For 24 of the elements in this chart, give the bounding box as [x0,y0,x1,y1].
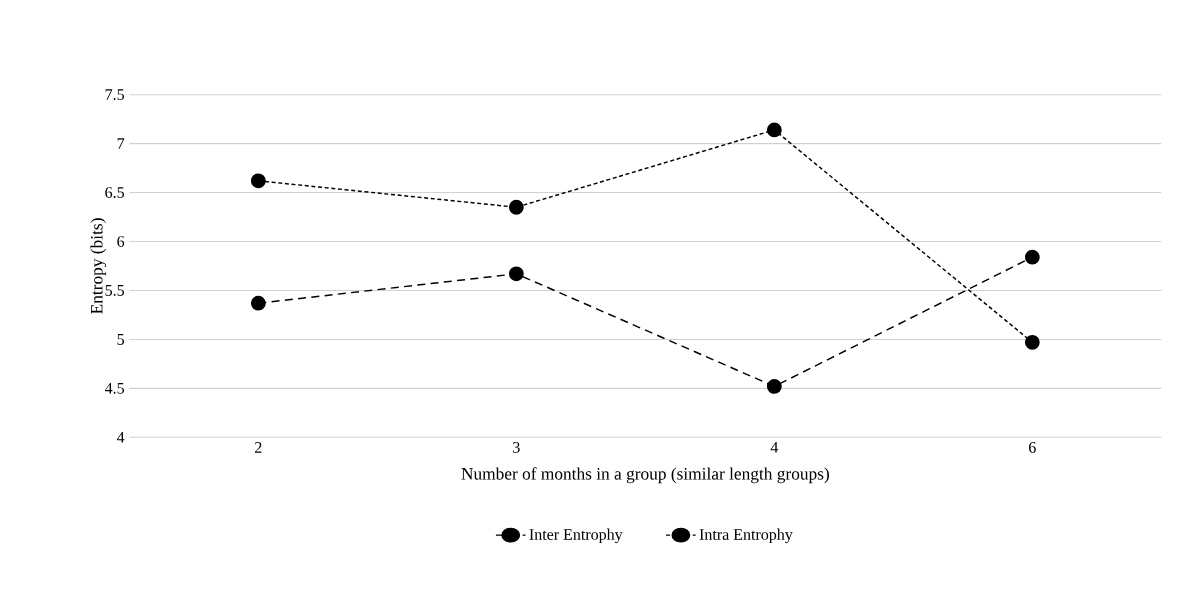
point [1024,249,1040,265]
y-tick-label: 4 [116,432,125,443]
point [250,295,266,311]
x-tick-label: 2 [255,442,262,453]
x-tick-label: 4 [770,442,779,453]
point [766,122,782,138]
y-tick-label: 4.5 [104,382,125,394]
x-tick-label: 3 [513,442,520,453]
y-tick-label: 5 [117,334,125,345]
y-tick-label: 7.5 [105,89,125,101]
x-tick-label: 6 [1029,442,1036,453]
x-axis-title: Number of months in a group (similar length groups) [461,467,829,484]
y-tick-label: 7 [117,138,125,149]
y-tick-label: 5.5 [105,285,125,296]
y-tick-label: 6 [117,236,125,247]
point [508,199,524,215]
y-tick-label: 6.5 [105,187,125,198]
point [250,173,266,189]
legend-label: Inter Entrophy [529,528,623,544]
point [1024,334,1040,350]
point [508,266,524,282]
y-axis-title: Entropy (bits) [90,218,107,314]
point [766,379,782,394]
legend-label: Intra Entrophy [699,528,793,544]
